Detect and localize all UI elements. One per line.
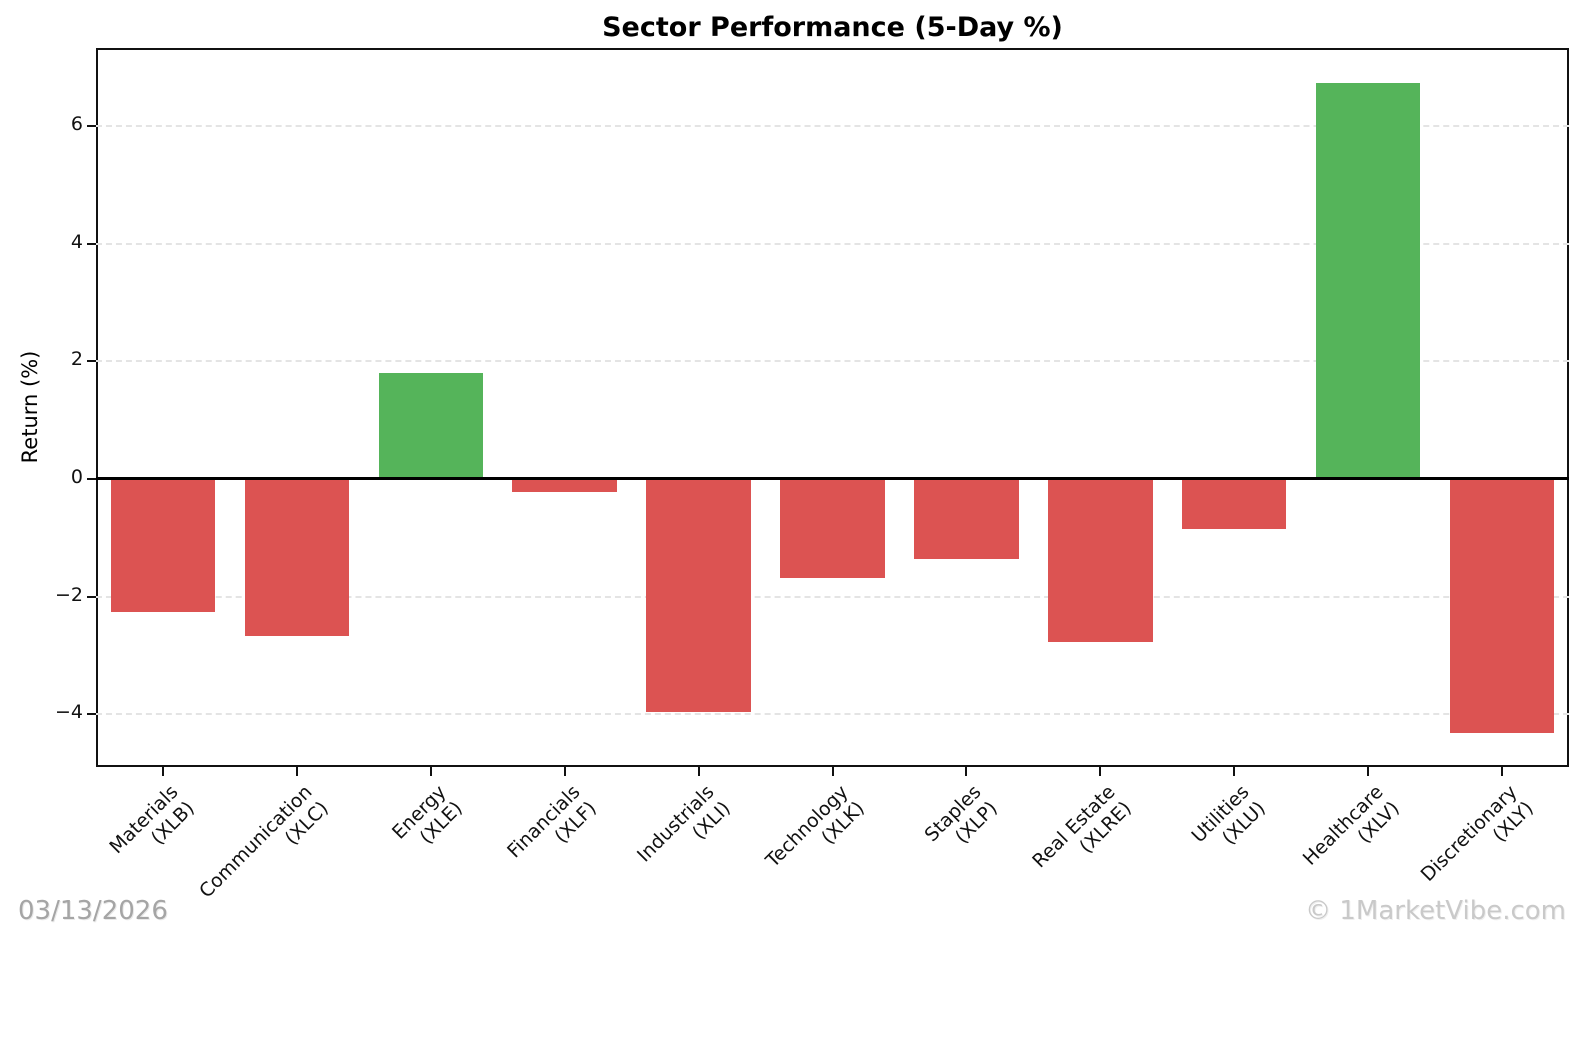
bar-real-estate [1048, 478, 1153, 643]
x-tick-label: Energy (XLE) [208, 781, 467, 1040]
x-tick-mark [563, 767, 566, 776]
gridline [96, 595, 1569, 598]
x-tick-label: Technology (XLK) [610, 781, 869, 1040]
chart-date: 03/13/2026 [18, 896, 168, 926]
bar-communication [244, 478, 350, 637]
bar-healthcare [1315, 83, 1421, 479]
watermark: © 1MarketVibe.com [1305, 896, 1566, 926]
x-tick-mark [1367, 767, 1370, 776]
gridline [96, 242, 1569, 245]
x-tick-mark [429, 767, 432, 776]
x-tick-mark [1501, 767, 1504, 776]
bar-staples [914, 478, 1019, 560]
y-tick-label: 0 [70, 465, 83, 488]
y-tick-mark [87, 360, 96, 363]
y-tick-label: 4 [70, 230, 83, 253]
x-tick-mark [697, 767, 700, 776]
plot-layer: −4 −2 0 2 4 6 Materials (XLB) Communication (XLC)… [54, 83, 1569, 902]
gridline [96, 713, 1569, 716]
y-tick-label: 2 [70, 348, 83, 371]
x-tick-mark [1099, 767, 1102, 776]
zero-line [96, 477, 1569, 481]
x-tick-label: Real Estate (XLRE) [878, 781, 1137, 1040]
y-tick-label: −2 [54, 583, 83, 606]
x-tick-mark [161, 767, 164, 776]
bar-technology [780, 478, 885, 578]
x-tick-label: Staples (XLP) [744, 781, 1003, 1040]
gridline [96, 360, 1569, 363]
x-tick-label: Financials (XLF) [342, 781, 601, 1040]
chart-title: Sector Performance (5-Day %) [602, 12, 1063, 43]
gridline [96, 125, 1569, 128]
y-tick-mark [87, 242, 96, 245]
x-tick-mark [295, 767, 298, 776]
y-tick-mark [87, 713, 96, 716]
bar-financials [512, 478, 617, 493]
x-tick-mark [831, 767, 834, 776]
bar-utilities [1182, 478, 1287, 530]
x-tick-mark [1233, 767, 1236, 776]
bar-industrials [646, 478, 751, 713]
y-tick-mark [87, 125, 96, 128]
bar-energy [378, 372, 483, 479]
y-tick-mark [87, 477, 96, 480]
x-tick-label: Industrials (XLI) [476, 781, 735, 1040]
y-tick-mark [87, 595, 96, 598]
y-tick-label: −4 [54, 701, 83, 724]
x-tick-mark [965, 767, 968, 776]
bar-discretionary [1449, 478, 1555, 734]
y-tick-label: 6 [70, 113, 83, 136]
bar-materials [110, 478, 216, 613]
x-tick-label: Utilities (XLU) [1012, 781, 1271, 1040]
